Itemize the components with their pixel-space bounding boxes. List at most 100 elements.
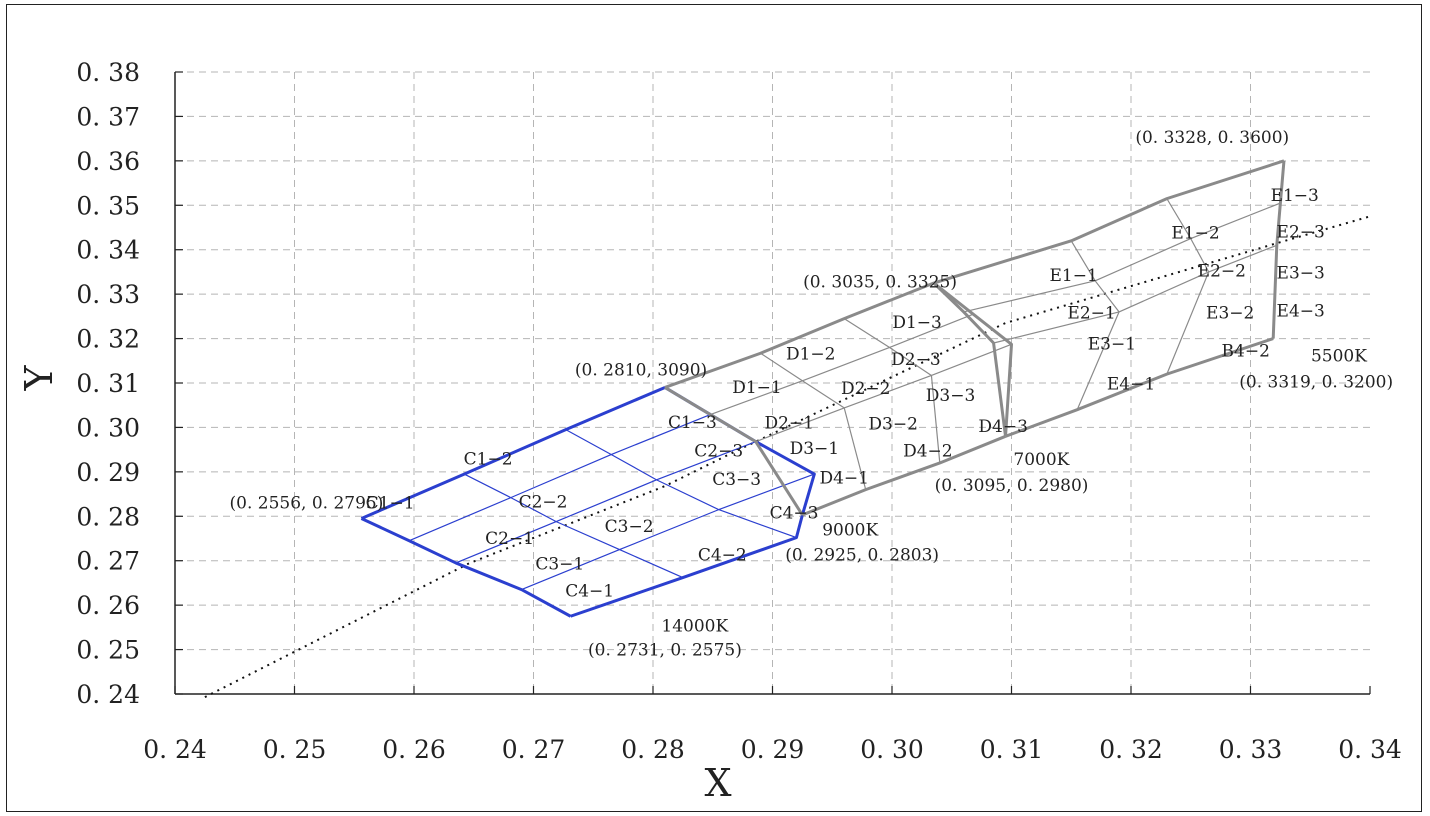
y-tick-label: 0. 32 (76, 325, 140, 354)
annotation-label: (0. 3095, 0. 2980) (935, 476, 1089, 496)
cell-label: D1−2 (786, 344, 836, 364)
cell-label: E3−1 (1088, 335, 1136, 355)
x-tick-label: 0. 27 (502, 735, 566, 764)
cell-label: E1−1 (1049, 266, 1097, 286)
annotation-label: (0. 2731, 0. 2575) (588, 640, 742, 660)
cell-label: E3−2 (1206, 304, 1254, 324)
region-row-line (455, 441, 756, 564)
region-D (664, 281, 1013, 517)
x-axis-label: X (704, 761, 731, 805)
cell-label: C4−2 (698, 546, 747, 566)
annotation-label: 7000K (1013, 450, 1069, 470)
x-tick-label: 0. 33 (1219, 735, 1283, 764)
planckian-locus (204, 215, 1371, 699)
cell-label: D1−1 (732, 378, 782, 398)
y-axis-label: Y (17, 365, 61, 392)
y-tick-label: 0. 35 (76, 191, 140, 220)
cell-label: E2−2 (1198, 261, 1246, 281)
cell-label: C2−3 (694, 441, 743, 461)
cell-label: E2−1 (1067, 304, 1115, 324)
region-column-line (932, 281, 1008, 437)
cell-label: E1−3 (1271, 186, 1319, 206)
y-tick-label: 0. 34 (76, 236, 140, 265)
x-tick-label: 0. 25 (263, 735, 327, 764)
region-row-line (521, 473, 815, 591)
cell-label: C4−1 (565, 581, 614, 601)
y-tick-label: 0. 31 (76, 369, 140, 398)
y-tick-label: 0. 26 (76, 591, 140, 620)
cell-label: D1−3 (892, 313, 942, 333)
region-column-line (1166, 198, 1210, 375)
cell-label: E4−1 (1107, 375, 1155, 395)
annotation-label: (0. 3319, 0. 3200) (1239, 372, 1393, 392)
cell-label: C1−3 (668, 413, 717, 433)
region-column-line (463, 473, 684, 579)
cell-label: C4−3 (770, 504, 819, 524)
y-tick-label: 0. 33 (76, 280, 140, 309)
cell-label: C3−1 (535, 555, 584, 575)
y-tick-label: 0. 30 (76, 413, 140, 442)
cell-label: E1−2 (1171, 224, 1219, 244)
region-C (360, 386, 816, 618)
cell-label: C3−2 (605, 517, 654, 537)
y-tick-label: 0. 25 (76, 636, 140, 665)
region-row-line (408, 413, 711, 542)
region-column-line (360, 517, 572, 618)
cell-labels: C1−1 C1−2 C1−3 C2−1 C2−2 C2−3 C3−1 C3−2 C3−3 C4−1… (366, 186, 1325, 601)
tick-labels: 0. 24 0. 25 0. 26 0. 27 0. 28 0. 29 0. 30 0. 31… (76, 58, 1401, 764)
y-tick-label: 0. 24 (76, 680, 140, 709)
annotation-label: (0. 2810, 3090) (575, 360, 707, 380)
bin-regions (360, 159, 1286, 618)
x-tick-label: 0. 28 (621, 735, 685, 764)
region-column-line (1070, 240, 1120, 410)
cell-label: C3−3 (712, 470, 761, 490)
cell-label: D4−3 (978, 417, 1028, 437)
cell-label: E4−3 (1277, 301, 1325, 321)
y-tick-label: 0. 29 (76, 458, 140, 487)
annotation-label: 9000K (822, 520, 878, 540)
y-tick-label: 0. 38 (76, 58, 140, 87)
cell-label: B4−2 (1222, 341, 1270, 361)
cell-label: D3−1 (790, 439, 840, 459)
annotation-label: (0. 2556, 0. 2795) (230, 493, 384, 513)
cell-label: E3−3 (1277, 264, 1325, 284)
annotation-label: (0. 2925, 0. 2803) (785, 546, 939, 566)
region-row-line (570, 514, 804, 618)
region-row-line (963, 202, 1281, 313)
region-column-line (760, 352, 867, 490)
grid (175, 71, 1370, 694)
x-tick-label: 0. 30 (860, 735, 924, 764)
y-tick-label: 0. 36 (76, 147, 140, 176)
cell-label: D2−2 (841, 379, 891, 399)
region-row-line (360, 386, 666, 520)
region-column-line (565, 429, 797, 539)
region-row-line (755, 343, 1012, 443)
annotation-label: 5500K (1311, 347, 1367, 367)
region-E (932, 159, 1286, 438)
cell-label: D2−3 (891, 350, 941, 370)
annotations: (0. 3328, 0. 3600) (0. 3035, 0. 3325) (0. … (230, 128, 1394, 660)
region-row-line (664, 281, 935, 389)
cell-label: D3−2 (868, 415, 918, 435)
x-tick-label: 0. 31 (980, 735, 1044, 764)
annotation-label: (0. 3328, 0. 3600) (1135, 128, 1289, 148)
cell-label: C2−2 (519, 492, 568, 512)
region-row-line (993, 244, 1278, 344)
y-tick-label: 0. 37 (76, 102, 140, 131)
annotation-label: 14000K (661, 616, 728, 636)
cell-label: E2−3 (1277, 222, 1325, 242)
annotation-label: (0. 3035, 0. 3325) (803, 272, 957, 292)
y-tick-label: 0. 27 (76, 547, 140, 576)
cell-label: D4−1 (819, 468, 869, 488)
region-column-line (1271, 160, 1286, 339)
region-column-line (932, 281, 1013, 437)
x-tick-label: 0. 24 (143, 735, 207, 764)
region-row-line (710, 313, 974, 416)
x-tick-label: 0. 26 (382, 735, 446, 764)
axes (174, 71, 1371, 695)
region-row-line (933, 159, 1285, 285)
cell-label: C1−1 (366, 493, 415, 513)
cell-label: C2−1 (485, 529, 534, 549)
region-row-line (1005, 337, 1274, 438)
